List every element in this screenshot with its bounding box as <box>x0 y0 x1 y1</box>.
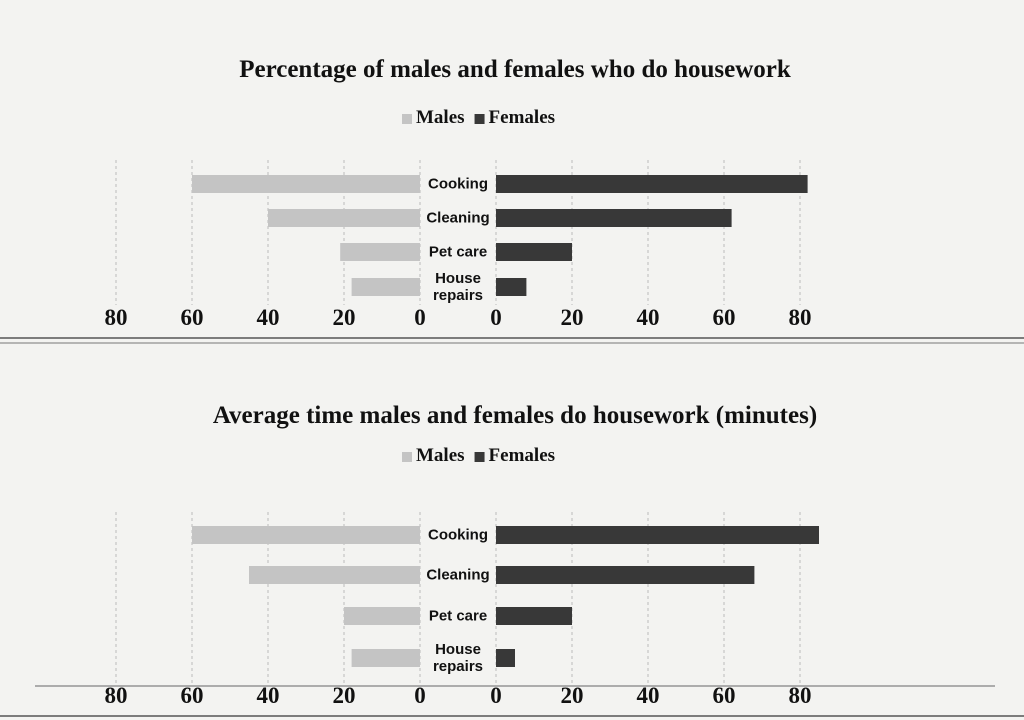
bar-males <box>268 209 420 227</box>
bar-males <box>340 243 420 261</box>
x-tick-label-right: 20 <box>560 683 584 708</box>
category-label: Cooking <box>428 175 488 193</box>
category-label: Cooking <box>428 526 488 544</box>
legend-label: Males <box>416 445 465 466</box>
category-label: Cleaning <box>426 566 490 584</box>
bar-males <box>344 607 420 625</box>
x-tick-label-right: 40 <box>636 305 660 330</box>
x-tick-label-left: 60 <box>180 305 204 330</box>
x-tick-label-right: 0 <box>490 683 502 708</box>
x-tick-label-right: 0 <box>490 305 502 330</box>
x-tick-label-right: 80 <box>788 305 812 330</box>
bar-males <box>351 278 420 296</box>
legend-swatch <box>402 452 412 462</box>
bar-males <box>249 566 420 584</box>
x-tick-label-left: 80 <box>104 683 128 708</box>
chart-title: Percentage of males and females who do h… <box>239 56 791 83</box>
bar-females <box>496 607 572 625</box>
bar-males <box>192 526 420 544</box>
x-tick-label-right: 60 <box>712 683 736 708</box>
x-tick-label-right: 80 <box>788 683 812 708</box>
x-tick-label-left: 20 <box>332 305 356 330</box>
bar-females <box>496 209 732 227</box>
bar-females <box>496 278 527 296</box>
category-label: Pet care <box>428 243 488 261</box>
category-label: House repairs <box>432 270 484 304</box>
x-tick-label-right: 60 <box>712 305 736 330</box>
bar-females <box>496 526 819 544</box>
x-tick-label-left: 0 <box>414 683 426 708</box>
bar-males <box>351 649 420 667</box>
legend-label: Females <box>488 107 556 128</box>
bar-females <box>496 243 572 261</box>
bar-males <box>192 175 420 193</box>
x-tick-label-right: 20 <box>560 305 584 330</box>
x-tick-label-left: 20 <box>332 683 356 708</box>
x-tick-label-left: 80 <box>104 305 128 330</box>
x-tick-label-left: 0 <box>414 305 426 330</box>
x-tick-label-left: 40 <box>256 305 280 330</box>
legend-swatch <box>402 114 412 124</box>
category-label: House repairs <box>432 641 484 675</box>
category-label: Cleaning <box>426 209 490 227</box>
x-tick-label-left: 40 <box>256 683 280 708</box>
x-tick-label-left: 60 <box>180 683 204 708</box>
chart-title: Average time males and females do housew… <box>212 402 818 429</box>
x-tick-label-right: 40 <box>636 683 660 708</box>
legend-swatch <box>474 114 485 124</box>
bar-females <box>496 175 808 193</box>
bar-females <box>496 649 515 667</box>
legend-label: Females <box>488 445 556 466</box>
category-label: Pet care <box>428 607 488 625</box>
legend-swatch <box>474 452 485 462</box>
bar-females <box>496 566 755 584</box>
legend-label: Males <box>416 107 465 128</box>
